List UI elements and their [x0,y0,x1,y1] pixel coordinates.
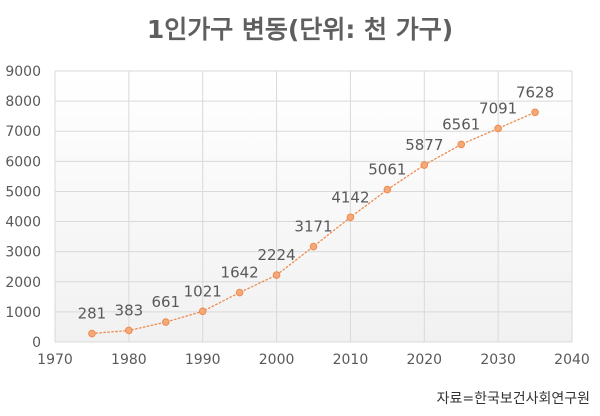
y-tick-label: 3000 [5,245,41,261]
data-label: 1021 [184,282,222,300]
y-tick-label: 8000 [5,94,41,110]
y-tick-label: 0 [32,335,41,351]
data-point [272,271,281,279]
source-label: 자료=한국보건사회연구원 [437,391,590,407]
data-label: 7628 [516,83,554,101]
x-tick-label: 1980 [111,352,147,368]
data-point [494,124,502,133]
data-point [198,307,207,316]
data-point [346,213,355,222]
y-tick-label: 2000 [5,275,41,291]
x-tick-label: 2040 [554,352,590,368]
grid-lines [54,70,573,343]
y-tick-label: 9000 [5,64,41,80]
x-tick-label: 1990 [185,352,221,368]
data-point [161,318,170,326]
data-label: 3171 [294,218,332,236]
y-axis-ticks: 0 1000 2000 3000 4000 5000 6000 7000 8000 9000 [5,64,41,351]
data-point [420,161,429,169]
data-point [457,140,466,149]
data-point [309,242,318,251]
y-tick-label: 1000 [5,305,41,321]
data-label: 4142 [331,188,369,206]
data-label: 5877 [405,136,443,154]
data-point [88,329,96,338]
data-points [88,108,539,338]
y-tick-label: 4000 [5,215,41,231]
data-label: 6561 [442,115,480,133]
data-label: 281 [78,305,107,323]
x-tick-label: 1970 [37,352,73,368]
data-label: 2224 [257,246,295,264]
x-tick-label: 2010 [333,352,369,368]
data-label: 661 [151,293,180,311]
x-axis-ticks: 1970 1980 1990 2000 2010 2020 2030 2040 [37,352,590,368]
data-point [531,108,539,117]
y-tick-label: 6000 [5,154,41,170]
data-label: 1642 [221,264,259,282]
data-point [235,288,244,297]
x-tick-label: 2000 [259,352,295,368]
data-label: 5061 [368,161,406,179]
y-tick-label: 7000 [5,124,41,140]
data-point [125,326,133,335]
plot-area [55,71,572,342]
data-label: 7091 [479,99,517,117]
chart-title: 1인가구 변동(단위: 천 가구) [147,15,453,44]
x-tick-label: 2030 [480,352,516,368]
x-tick-label: 2020 [406,352,442,368]
y-tick-label: 5000 [5,184,41,200]
data-label: 383 [115,301,144,319]
data-point [383,185,392,194]
